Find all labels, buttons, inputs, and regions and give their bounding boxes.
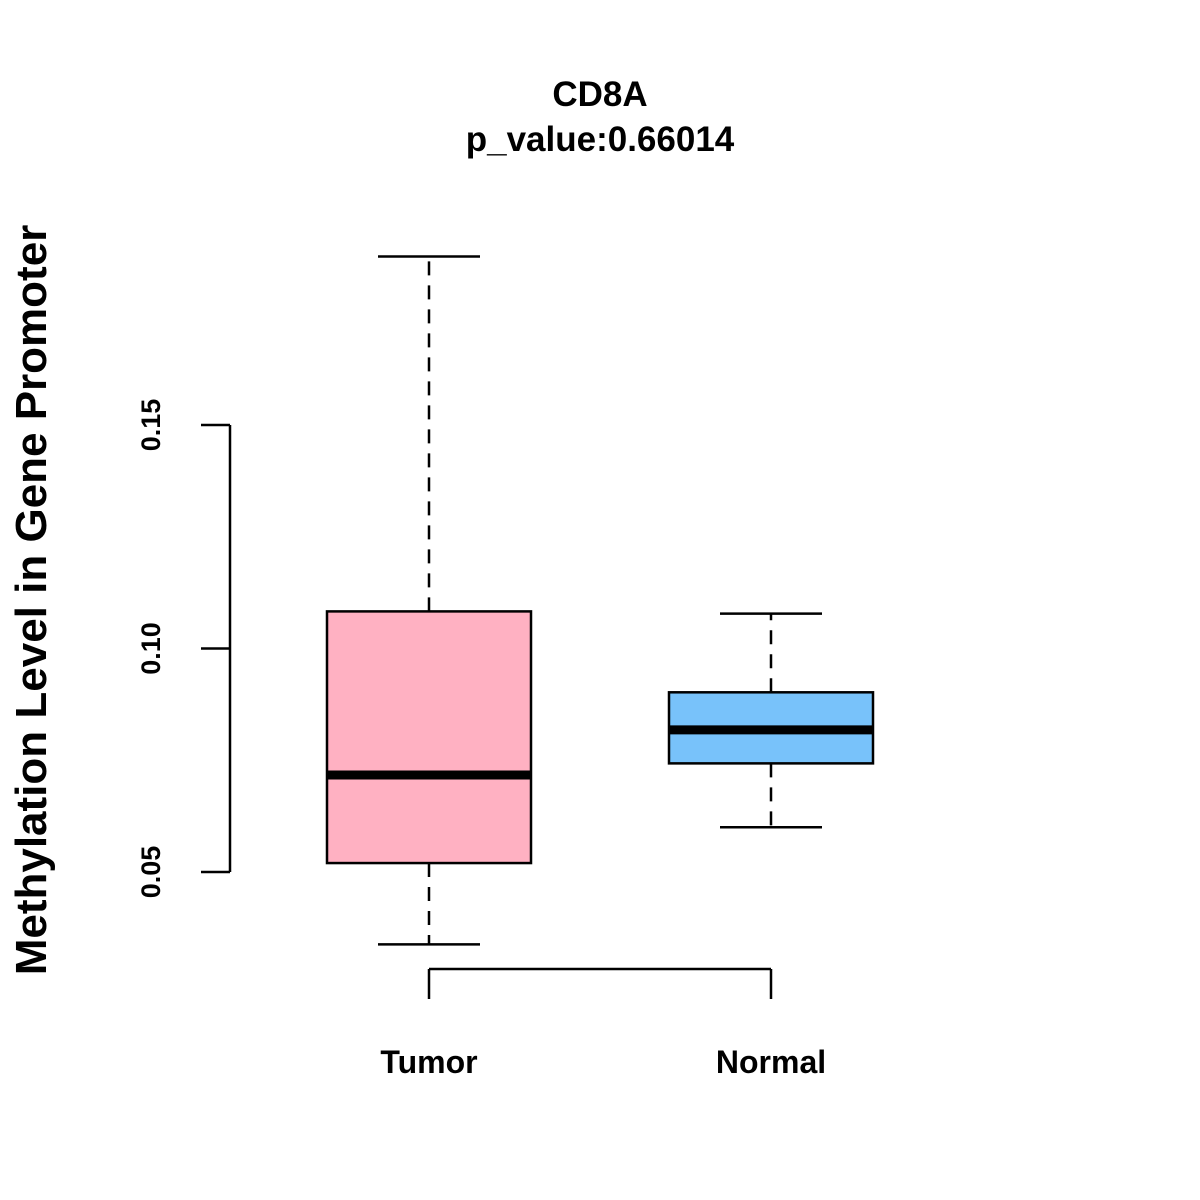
y-tick-label-1: 0.10 [136,622,166,675]
x-tick-label-normal: Normal [716,1044,826,1080]
boxes-group [325,255,875,946]
iqr-box-tumor [325,610,533,865]
y-axis: 0.05 0.10 0.15 [136,399,232,899]
box-tumor [325,255,533,946]
x-tick-label-tumor: Tumor [380,1044,477,1080]
y-axis-label: Methylation Level in Gene Promoter [7,225,56,976]
x-axis: Tumor Normal [380,967,826,1080]
y-tick-label-2: 0.15 [136,399,166,452]
chart-title: CD8A [552,75,647,114]
y-tick-label-0: 0.05 [136,846,166,899]
chart-subtitle: p_value:0.66014 [466,120,735,159]
box-normal [667,612,875,829]
